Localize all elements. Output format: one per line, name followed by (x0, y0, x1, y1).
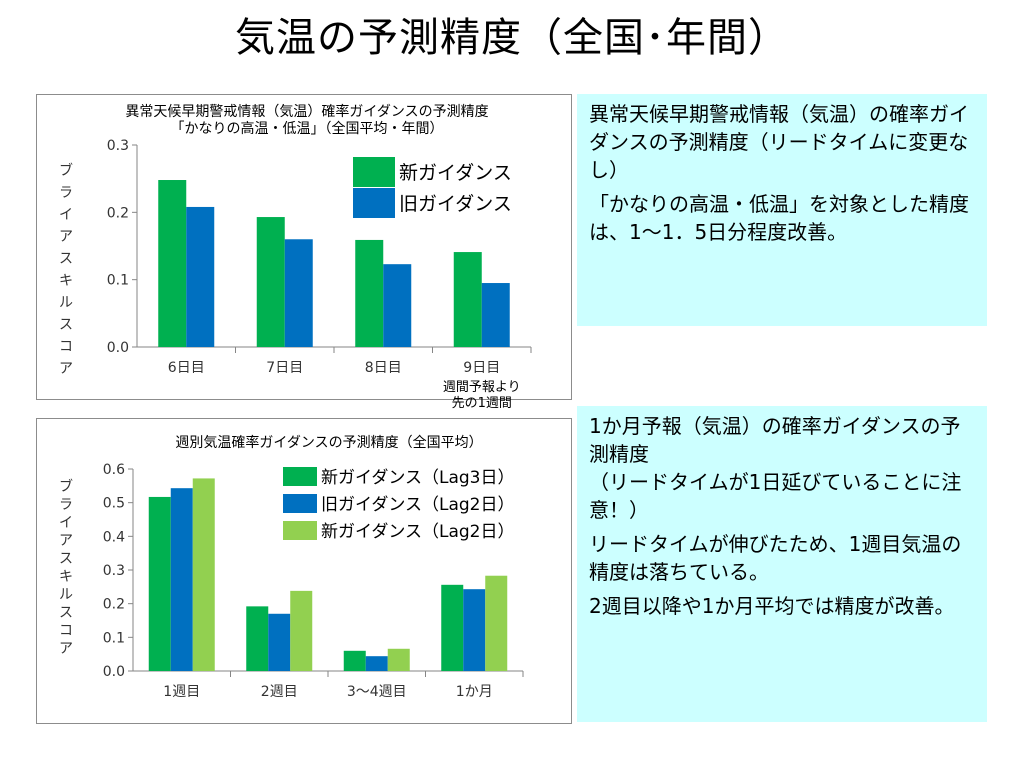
bar-3-2 (290, 590, 313, 671)
bar-3-4 (485, 575, 508, 671)
y-tick-label: 0.4 (103, 529, 125, 545)
note-monthly-heading: 1か月予報（気温）の確率ガイダンスの予測精度 (589, 414, 961, 466)
legend-swatch-1 (283, 467, 317, 486)
y-tick-label: 0.3 (107, 138, 129, 154)
legend-label-2: 旧ガイダンス（Lag2日） (321, 495, 514, 515)
bar-1-2 (256, 217, 285, 347)
x-category-label: 9日目 (463, 360, 500, 376)
note-monthly-caution: （リードタイムが1日延びていることに注意！） (589, 470, 962, 522)
legend-swatch-2 (283, 494, 317, 513)
bar-1-1 (158, 180, 187, 347)
legend-label-1: 新ガイダンス（Lag3日） (321, 468, 514, 488)
note-monthly-week1: リードタイムが伸びたため、1週目気温の精度は落ちている。 (589, 532, 962, 584)
bar-2-1 (186, 206, 215, 347)
x-category-label: 1週目 (163, 684, 200, 700)
y-tick-label: 0.3 (103, 563, 125, 579)
x-category-label: 2週目 (261, 684, 298, 700)
note-early-warning-body: 「かなりの高温・低温」を対象とした精度は、1～1．5日分程度改善。 (589, 192, 969, 244)
x-category-label: 6日目 (168, 360, 205, 376)
bar-2-4 (481, 283, 510, 347)
bar-1-1 (148, 496, 171, 671)
bar-1-3 (343, 650, 366, 671)
note-early-warning-heading: 異常天候早期警戒情報（気温）の確率ガイダンスの予測精度（リードタイムに変更なし） (589, 102, 969, 182)
bar-3-1 (192, 478, 215, 671)
y-tick-label: 0.5 (103, 496, 125, 512)
y-tick-label: 0.2 (107, 205, 129, 221)
y-tick-label: 0.0 (103, 664, 125, 680)
bar-2-1 (170, 488, 193, 671)
x-category-label: 7日目 (266, 360, 303, 376)
legend-swatch-1 (353, 157, 395, 187)
y-axis-label: ブライアスキルスコア (59, 162, 73, 377)
chart-early-warning-svg: 異常天候早期警戒情報（気温）確率ガイダンスの予測精度「かなりの高温・低温」（全国… (59, 103, 532, 411)
note-monthly-improvement: 2週目以降や1か月平均では精度が改善。 (589, 594, 955, 618)
legend-swatch-3 (283, 521, 317, 540)
chart-weekly-guidance-svg: 週別気温確率ガイダンスの予測精度（全国平均） ブライアスキルスコア 0.0 0.1 0.… (59, 434, 524, 700)
chart-title: 異常天候早期警戒情報（気温）確率ガイダンスの予測精度 (125, 103, 488, 120)
x-annotation: 週間予報より先の1週間 (443, 380, 521, 411)
x-category-label: 3～4週目 (347, 684, 407, 700)
bar-1-4 (453, 252, 482, 347)
chart-subtitle: 「かなりの高温・低温」（全国平均・年間） (171, 120, 444, 137)
bar-1-3 (355, 239, 384, 347)
y-tick-label: 0.0 (107, 340, 129, 356)
note-monthly-forecast: 1か月予報（気温）の確率ガイダンスの予測精度 （リードタイムが1日延びていること… (577, 406, 987, 722)
bar-2-4 (463, 589, 486, 671)
note-early-warning: 異常天候早期警戒情報（気温）の確率ガイダンスの予測精度（リードタイムに変更なし）… (577, 94, 987, 326)
bar-1-2 (246, 606, 269, 671)
y-axis-label: ブライアスキルスコア (59, 478, 73, 657)
y-tick-label: 0.1 (107, 273, 129, 289)
chart-weekly-guidance: 週別気温確率ガイダンスの予測精度（全国平均） ブライアスキルスコア 0.0 0.1 0.… (36, 418, 572, 724)
bar-2-2 (284, 239, 313, 347)
y-tick-label: 0.6 (103, 462, 125, 478)
bar-2-3 (383, 264, 412, 347)
legend-swatch-2 (353, 188, 395, 218)
bar-3-3 (387, 648, 410, 671)
bar-2-3 (365, 656, 388, 671)
legend-label-1: 新ガイダンス (399, 162, 512, 184)
legend-label-2: 旧ガイダンス (399, 193, 512, 215)
y-tick-label: 0.1 (103, 630, 125, 646)
slide-title: 気温の予測精度（全国･年間） (235, 15, 789, 61)
bar-1-4 (441, 584, 464, 671)
chart-title: 週別気温確率ガイダンスの予測精度（全国平均） (175, 434, 482, 451)
y-tick-label: 0.2 (103, 597, 125, 613)
legend-label-3: 新ガイダンス（Lag2日） (321, 522, 514, 542)
bar-2-2 (268, 613, 291, 671)
x-category-label: 8日目 (365, 360, 402, 376)
x-category-label: 1か月 (456, 684, 493, 700)
chart-early-warning: 異常天候早期警戒情報（気温）確率ガイダンスの予測精度 「かなりの高温・低温」（全国… (36, 94, 572, 411)
